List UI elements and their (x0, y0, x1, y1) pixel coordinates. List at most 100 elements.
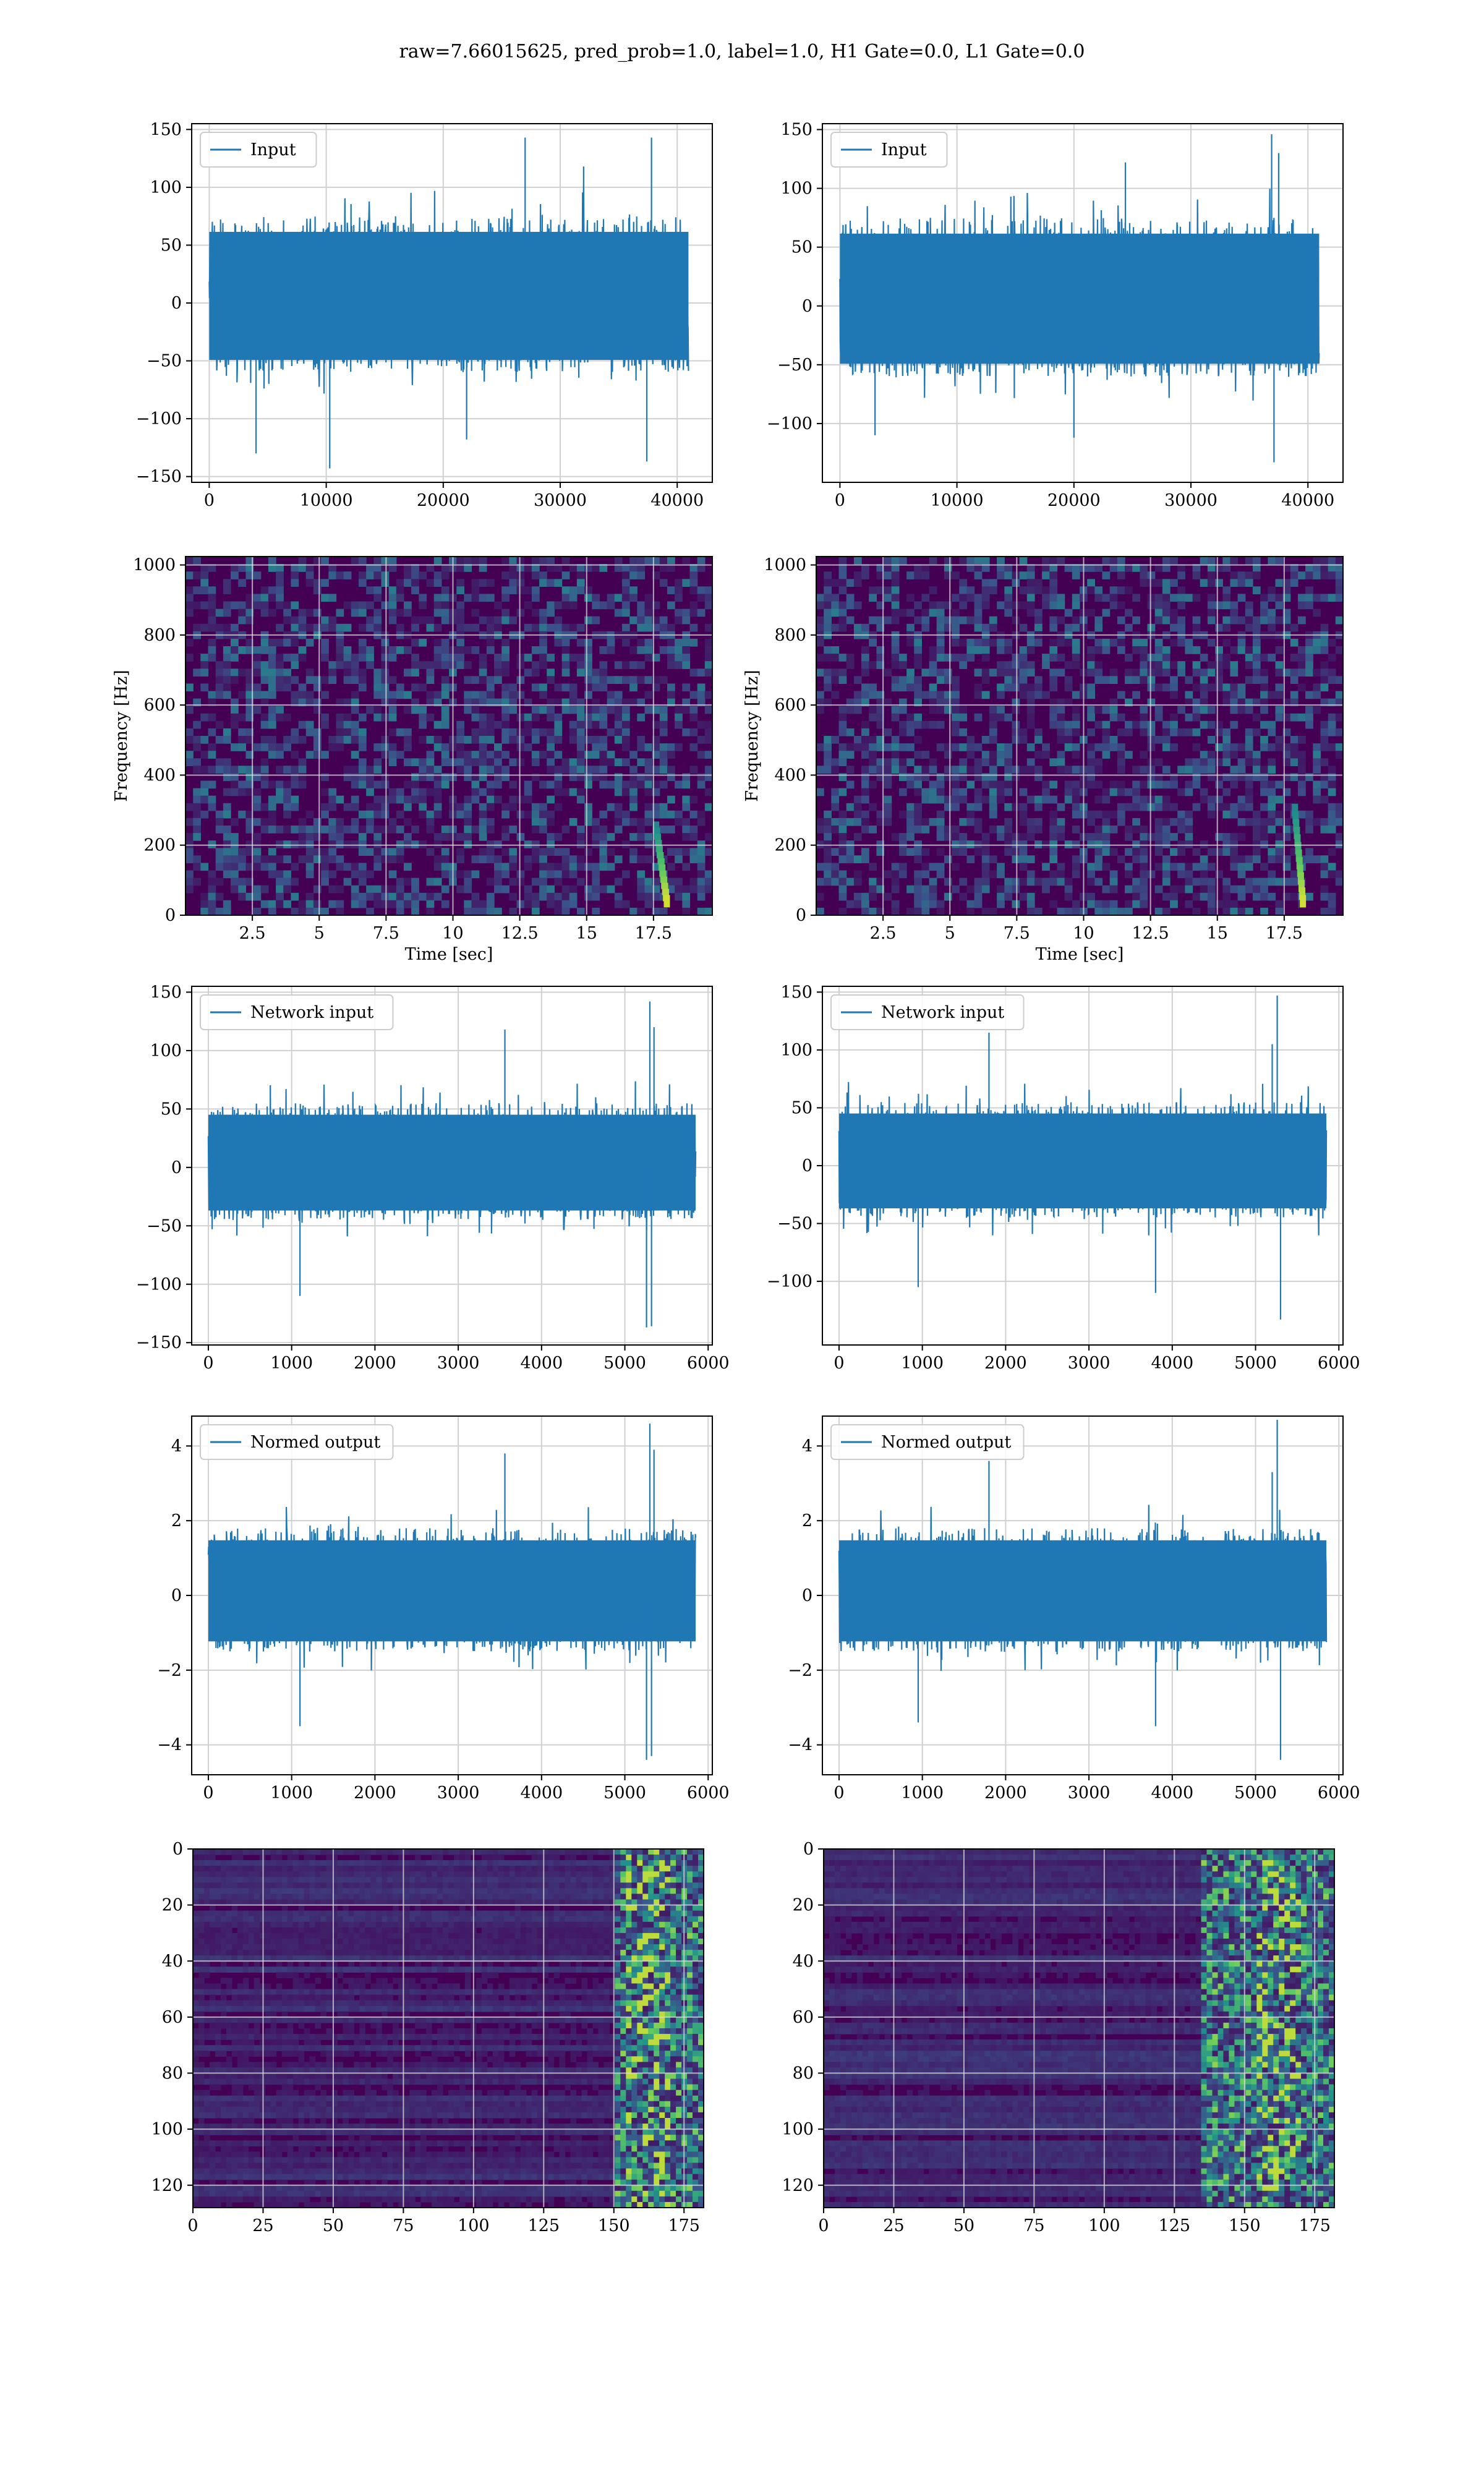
l1-spectrogram-cell (824, 736, 832, 744)
l1-spectrogram-cell (1020, 811, 1028, 819)
h1-spectrogram-cell (464, 908, 472, 916)
h1-feature-map-cell (215, 1860, 221, 1866)
l1-spectrogram-cell (921, 609, 929, 617)
h1-spectrogram-cell (509, 803, 517, 811)
h1-spectrogram-cell (517, 579, 525, 587)
h1-spectrogram-cell (359, 557, 367, 565)
h1-spectrogram-cell (599, 751, 607, 759)
l1-spectrogram-cell (1140, 900, 1148, 908)
l1-spectrogram-cell (1087, 646, 1095, 654)
l1-spectrogram-cell (921, 617, 929, 625)
l1-spectrogram-cell (861, 855, 869, 863)
l1-spectrogram-cell (1260, 721, 1268, 729)
h1-spectrogram-cell (697, 848, 706, 856)
h1-spectrogram-cell (532, 557, 540, 565)
h1-feature-map-cell (243, 1894, 249, 1900)
l1-spectrogram-cell (937, 781, 945, 789)
l1-spectrogram-cell (1238, 871, 1246, 879)
l1-spectrogram-cell (937, 609, 945, 617)
h1-feature-map-cell (603, 1871, 610, 1877)
h1-feature-map-cell (359, 1849, 365, 1855)
h1-spectrogram-cell (501, 803, 510, 811)
l1-spectrogram-cell (914, 840, 922, 848)
h1-spectrogram-cell (359, 863, 367, 871)
h1-network-input-series-core (208, 1115, 696, 1211)
h1-spectrogram-cell (373, 863, 382, 871)
h1-spectrogram-cell (456, 871, 464, 879)
h1-spectrogram-cell (328, 826, 336, 834)
l1-spectrogram-cell (989, 721, 997, 729)
l1-spectrogram-cell (1004, 646, 1012, 654)
l1-spectrogram-cell (1140, 840, 1148, 848)
h1-spectrogram-cell (592, 602, 600, 610)
l1-spectrogram-cell (921, 691, 929, 699)
h1-spectrogram-cell (705, 751, 713, 759)
l1-spectrogram-cell (1253, 848, 1261, 856)
l1-spectrogram-cell (1268, 624, 1276, 632)
h1-spectrogram-cell (276, 661, 284, 669)
h1-spectrogram-cell (276, 602, 284, 610)
h1-spectrogram-cell (434, 721, 442, 729)
h1-feature-map-cell (276, 1882, 283, 1889)
l1-spectrogram-cell (1260, 706, 1268, 714)
h1-spectrogram-cell (629, 781, 638, 789)
l1-spectrogram-cell (824, 818, 832, 826)
l1-spectrogram-cell (997, 706, 1005, 714)
h1-spectrogram-cell (359, 676, 367, 684)
h1-spectrogram-cell (373, 848, 382, 856)
h1-feature-map-cell (415, 1866, 421, 1872)
h1-feature-map-cell (587, 1894, 594, 1900)
h1-spectrogram-cell (411, 773, 419, 781)
h1-feature-map-cell (576, 1871, 582, 1877)
h1-spectrogram-cell (599, 766, 607, 774)
h1-feature-map-cell (343, 1860, 349, 1866)
h1-feature-map-cell (459, 1849, 466, 1855)
l1-spectrogram-cell (1042, 878, 1050, 886)
h1-feature-map-cell (337, 1911, 343, 1917)
h1-spectrogram-cell (592, 878, 600, 886)
l1-spectrogram-cell (1230, 833, 1238, 841)
h1-spectrogram-cell (569, 594, 578, 602)
h1-feature-map-cell (271, 1860, 277, 1866)
h1-feature-map-cell (670, 1905, 676, 1911)
h1-spectrogram-cell (532, 683, 540, 691)
l1-spectrogram-cell (831, 818, 839, 826)
l1-spectrogram-cell (914, 646, 922, 654)
h1-spectrogram-cell (456, 654, 464, 662)
l1-spectrogram-cell (1155, 683, 1163, 691)
h1-spectrogram-cell (321, 594, 329, 602)
l1-spectrogram-cell (974, 602, 983, 610)
l1-spectrogram-cell (1313, 557, 1321, 565)
l1-spectrogram-cell (1140, 848, 1148, 856)
h1-spectrogram-cell (509, 691, 517, 699)
h1-spectrogram-cell (660, 557, 668, 565)
h1-spectrogram-cell (411, 639, 419, 647)
l1-spectrogram-cell (884, 766, 892, 774)
h1-spectrogram-cell (306, 571, 314, 579)
l1-spectrogram-cell (1245, 654, 1253, 662)
h1-spectrogram-cell (690, 855, 698, 863)
h1-spectrogram-cell (697, 668, 706, 677)
l1-spectrogram-cell (1155, 609, 1163, 617)
h1-spectrogram-cell (615, 900, 623, 908)
l1-spectrogram-cell (944, 668, 952, 677)
l1-spectrogram-cell (1004, 833, 1012, 841)
l1-spectrogram-cell (1321, 571, 1329, 579)
h1-spectrogram-cell (200, 661, 208, 669)
l1-spectrogram-cell (1290, 758, 1298, 766)
l1-spectrogram-cell (1321, 773, 1329, 781)
h1-spectrogram-cell (637, 743, 645, 751)
l1-spectrogram-cell (1170, 848, 1178, 856)
l1-spectrogram-cell (1110, 743, 1118, 751)
l1-spectrogram-cell (1222, 728, 1230, 736)
h1-feature-map-cell (592, 1860, 599, 1866)
l1-input-ytick-label: 50 (791, 238, 812, 257)
h1-feature-map-cell (498, 1877, 505, 1883)
h1-feature-map-cell (560, 1871, 566, 1877)
h1-feature-map-cell (348, 1894, 354, 1900)
l1-spectrogram-cell (1290, 691, 1298, 699)
h1-feature-map-cell (603, 1860, 610, 1866)
l1-spectrogram-cell (1034, 878, 1043, 886)
h1-spectrogram-cell (208, 766, 216, 774)
